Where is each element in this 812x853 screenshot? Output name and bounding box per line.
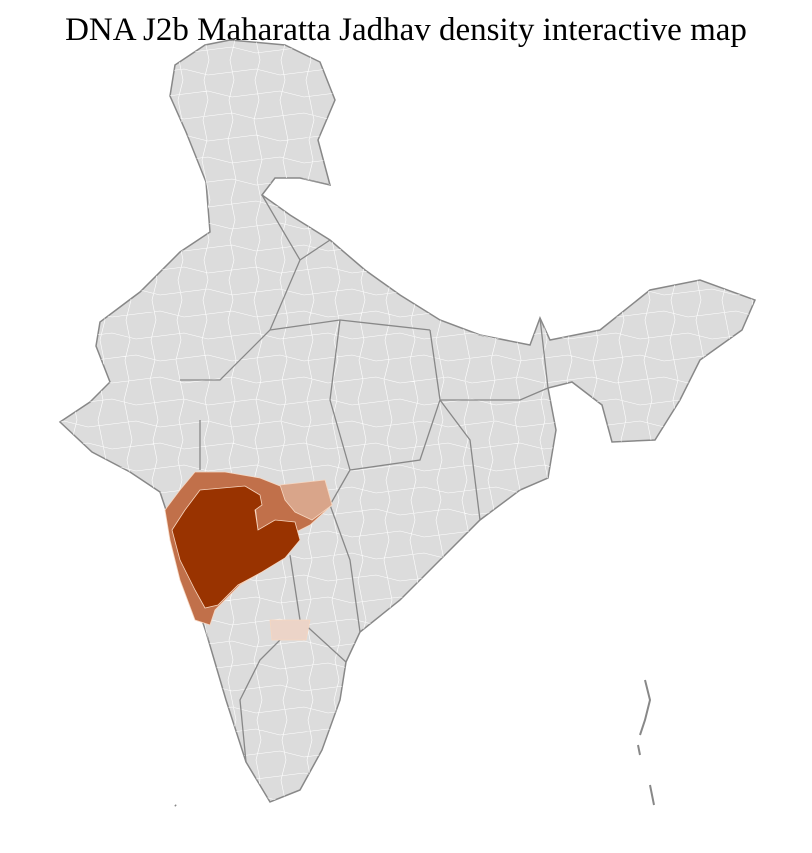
india-landmass[interactable] [40, 39, 782, 803]
map-title: DNA J2b Maharatta Jadhav density interac… [65, 12, 747, 48]
island-outlines [174, 679, 655, 807]
india-outline[interactable] [58, 39, 757, 803]
region-high-density[interactable] [171, 485, 301, 609]
density-regions[interactable] [164, 471, 333, 641]
region-very-low-density[interactable] [269, 619, 311, 641]
andaman-nicobar-islands [174, 679, 655, 807]
